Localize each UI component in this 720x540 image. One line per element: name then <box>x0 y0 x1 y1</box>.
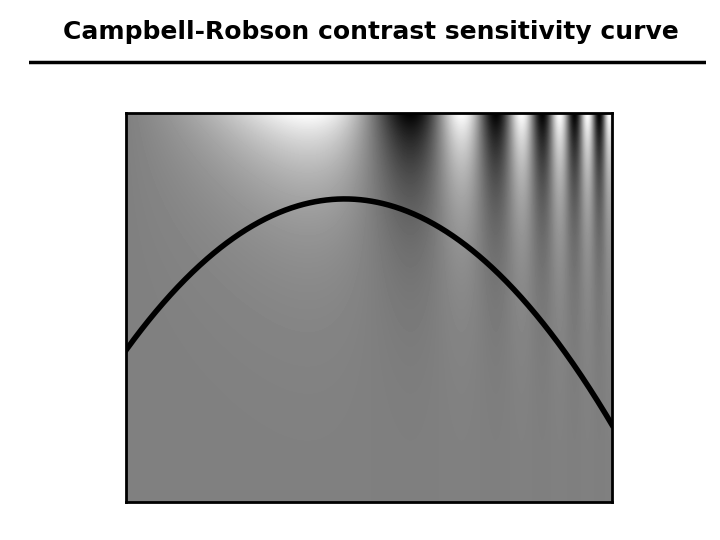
Text: Campbell-Robson contrast sensitivity curve: Campbell-Robson contrast sensitivity cur… <box>63 20 678 44</box>
